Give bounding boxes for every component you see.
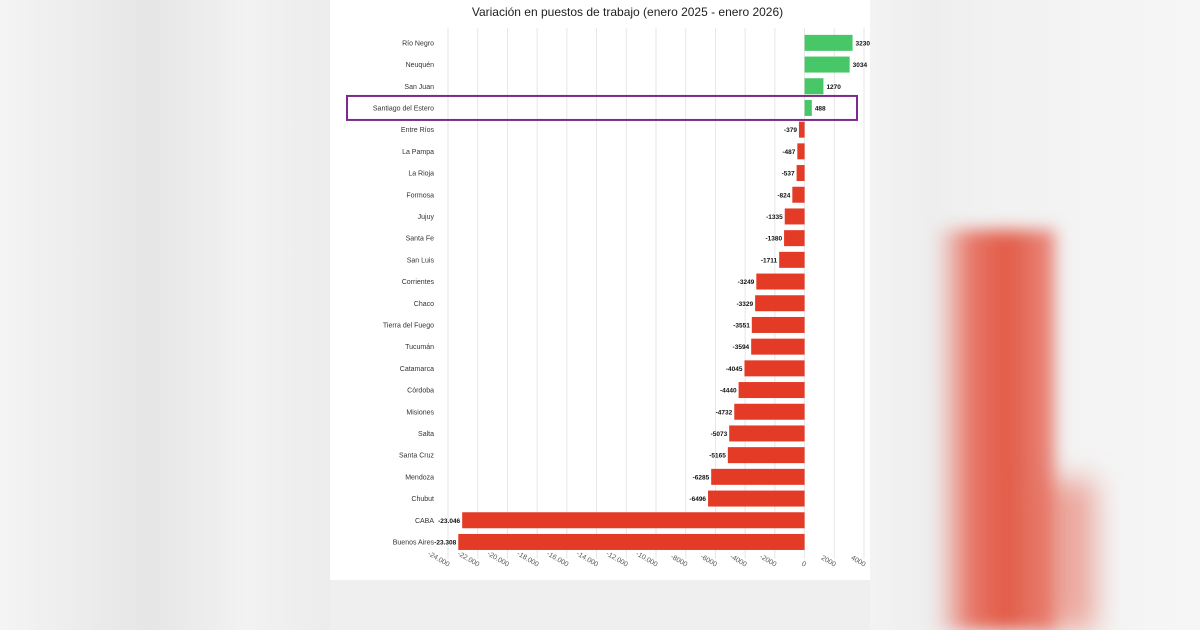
chart-card: Variación en puestos de trabajo (enero 2… [330, 0, 870, 580]
bar [734, 403, 805, 420]
category-label: Tucumán [405, 344, 434, 351]
chart-title: Variación en puestos de trabajo (enero 2… [471, 5, 784, 19]
bar [462, 512, 805, 529]
data-label: -5165 [709, 453, 726, 460]
bar [804, 78, 824, 95]
x-tick-label: -12.000 [605, 551, 629, 569]
data-label: -6496 [689, 496, 706, 503]
data-label: -3551 [733, 322, 750, 329]
category-label: Formosa [406, 192, 434, 199]
bar [738, 382, 805, 399]
data-label: -1711 [761, 257, 778, 264]
bar [751, 338, 805, 355]
category-label: La Rioja [408, 171, 434, 178]
background-blur-left [0, 0, 330, 630]
bar [784, 230, 805, 247]
category-label: Neuquén [406, 62, 435, 69]
bar [751, 316, 805, 333]
category-label: Río Negro [402, 40, 434, 47]
highlight-layer [346, 94, 858, 121]
data-label: 1270 [826, 84, 841, 91]
category-label: Mendoza [405, 474, 434, 481]
category-labels: Río Negro Neuquén San Juan Santiago del Est… [373, 40, 435, 546]
bar [804, 99, 812, 116]
data-label: -4045 [726, 366, 743, 373]
category-label: Santiago del Estero [373, 105, 434, 112]
category-label: Corrientes [402, 279, 435, 286]
x-tick-label: -10.000 [634, 551, 658, 569]
bar [727, 447, 805, 464]
bar [755, 295, 805, 312]
category-label: Córdoba [407, 388, 434, 395]
bar [798, 121, 805, 138]
category-label: Santa Cruz [399, 453, 435, 460]
category-label: Tierra del Fuego [383, 322, 434, 329]
bar [797, 143, 805, 160]
category-label: Jujuy [418, 214, 435, 221]
category-label: Santa Fe [406, 236, 435, 243]
bar [708, 490, 805, 507]
x-tick-label: -18.000 [516, 551, 540, 569]
bar [796, 165, 805, 182]
data-label: 3034 [853, 62, 868, 69]
x-tick-label: -24.000 [426, 551, 450, 569]
category-label: Entre Ríos [401, 127, 435, 134]
x-tick-label: 0 [800, 561, 807, 569]
category-label: San Juan [404, 84, 434, 91]
data-label: -23.046 [438, 518, 460, 525]
category-label: La Pampa [402, 149, 434, 156]
data-label: -3594 [733, 344, 750, 351]
bar [744, 360, 805, 377]
data-label: -1380 [765, 236, 782, 243]
value-labels: 3230 3034 1270 488 -379 -487 -537 -824 -1335 -138… [434, 40, 870, 546]
data-label: -824 [777, 192, 790, 199]
data-label: -4440 [720, 388, 737, 395]
bar [784, 208, 805, 225]
category-label: Salta [418, 431, 434, 438]
chart-plot: Río Negro Neuquén San Juan Santiago del Est… [346, 28, 870, 569]
data-label: -537 [782, 171, 795, 178]
category-label: Catamarca [400, 366, 434, 373]
category-label: Chubut [411, 496, 434, 503]
data-label: 3230 [856, 40, 870, 47]
data-label: -3329 [736, 301, 753, 308]
x-tick-labels: -24.000 -22.000 -20.000 -18.000 -16.000 -14.0… [426, 551, 866, 569]
bar [804, 34, 853, 51]
data-label: -3249 [738, 279, 755, 286]
data-label: 488 [815, 105, 826, 112]
category-label: Chaco [414, 301, 434, 308]
bar [458, 533, 805, 550]
bar [729, 425, 805, 442]
data-label: -1335 [766, 214, 783, 221]
category-label: Misiones [406, 409, 434, 416]
x-tick-label: -22.000 [456, 551, 480, 569]
bars [458, 34, 853, 550]
x-tick-label: -16.000 [545, 551, 569, 569]
data-label: -4732 [716, 409, 733, 416]
bar [756, 273, 805, 290]
background-red-blur-2 [1035, 480, 1095, 630]
category-label: CABA [415, 518, 434, 525]
bar [792, 186, 805, 203]
bar [779, 251, 805, 268]
bar [711, 468, 805, 485]
category-label: Buenos Aires [393, 539, 435, 546]
data-label: -5073 [711, 431, 728, 438]
data-label: -379 [784, 127, 797, 134]
category-label: San Luis [407, 257, 435, 264]
highlight-box [346, 94, 858, 121]
data-label: -487 [782, 149, 795, 156]
data-label: -6285 [693, 474, 710, 481]
x-tick-label: -14.000 [575, 551, 599, 569]
x-tick-label: -20.000 [486, 551, 510, 569]
bar [804, 56, 850, 73]
data-label: -23.308 [434, 539, 456, 546]
